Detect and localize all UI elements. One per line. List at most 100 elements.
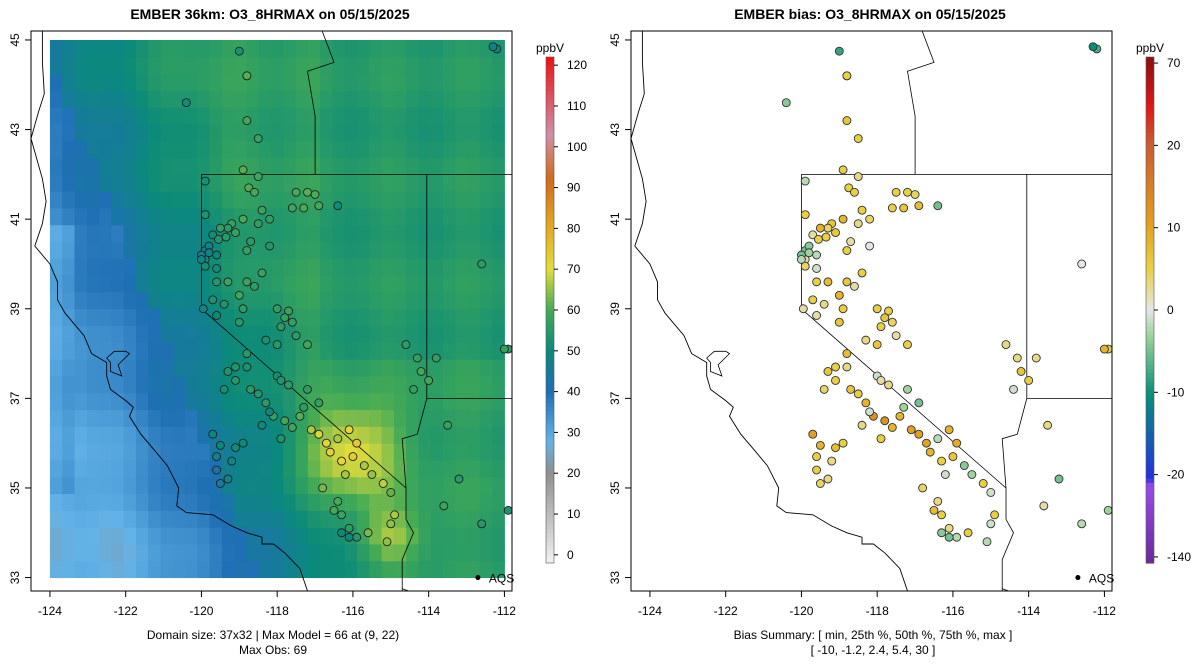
- model-grid-cell: [467, 375, 481, 394]
- bias-colorbar-segment: [1146, 499, 1154, 505]
- model-grid-cell: [430, 107, 444, 125]
- model-grid-cell: [197, 459, 211, 478]
- model-grid-cell: [234, 140, 247, 159]
- model-colorbar-segment: [546, 250, 554, 256]
- model-obs-site: [231, 443, 240, 453]
- model-colorbar-segment: [546, 90, 554, 96]
- model-colorbar-tick-label: 30: [567, 425, 581, 439]
- model-obs-site: [208, 429, 218, 439]
- bias-obs-site: [884, 380, 893, 390]
- model-obs-site: [344, 425, 354, 435]
- model-grid-cell: [307, 73, 321, 91]
- model-grid-cell: [455, 409, 469, 427]
- model-colorbar-segment: [546, 301, 554, 307]
- model-grid-cell: [430, 73, 444, 91]
- model-grid-cell: [62, 39, 75, 58]
- bias-bay-outline: [706, 350, 731, 377]
- bias-colorbar-segment: [1146, 508, 1154, 513]
- model-grid-cell: [111, 224, 125, 243]
- model-grid-cell: [393, 56, 407, 75]
- model-grid-cell: [86, 308, 100, 327]
- model-grid-cell: [86, 459, 100, 478]
- bias-obs-site: [838, 214, 848, 224]
- model-grid-cell: [135, 359, 149, 377]
- model-grid-cell: [172, 375, 186, 394]
- bias-obs-site: [872, 304, 882, 314]
- model-grid-cell: [406, 90, 419, 108]
- model-grid-cell: [271, 90, 284, 108]
- bias-obs-site: [796, 255, 806, 264]
- model-grid-cell: [172, 73, 186, 91]
- model-grid-cell: [369, 409, 383, 427]
- model-grid-cell: [62, 207, 75, 226]
- model-grid-cell: [381, 241, 395, 259]
- bias-obs-site: [812, 452, 822, 462]
- model-obs-site: [280, 416, 290, 426]
- model-grid-cell: [123, 90, 137, 108]
- model-obs-site: [503, 505, 512, 515]
- model-colorbar-segment: [546, 204, 554, 210]
- model-grid-cell: [123, 510, 137, 528]
- model-grid-cell: [406, 291, 419, 310]
- model-obs-site: [215, 440, 225, 450]
- model-colorbar-segment: [546, 225, 554, 231]
- bias-obs-site: [819, 299, 829, 309]
- model-grid-cell: [332, 241, 346, 259]
- model-grid-cell: [246, 359, 260, 377]
- model-colorbar-segment: [546, 73, 554, 79]
- model-colorbar-tick-label: 90: [567, 181, 581, 195]
- model-grid-cell: [455, 39, 469, 58]
- model-grid-cell: [455, 375, 469, 394]
- model-grid-cell: [283, 543, 297, 562]
- model-grid-cell: [320, 510, 333, 528]
- bias-colorbar-segment: [1146, 474, 1154, 480]
- model-grid-cell: [295, 56, 309, 75]
- model-grid-cell: [295, 291, 309, 310]
- model-grid-cell: [99, 224, 112, 243]
- model-obs-site: [337, 510, 347, 520]
- model-grid-cell: [332, 275, 346, 293]
- model-grid-cell: [418, 543, 432, 562]
- bias-colorbar-segment: [1146, 255, 1154, 260]
- model-obs-site: [386, 487, 396, 497]
- bias-obs-site: [819, 384, 829, 394]
- model-grid-cell: [467, 123, 481, 142]
- bias-obs-site: [1099, 344, 1109, 354]
- bias-colorbar-segment: [1146, 495, 1154, 501]
- model-grid-cell: [393, 375, 407, 394]
- model-grid-cell: [197, 39, 211, 58]
- model-grid-cell: [443, 90, 456, 108]
- bias-obs-site: [857, 268, 867, 278]
- model-colorbar-segment: [546, 259, 554, 265]
- model-grid-cell: [455, 560, 469, 579]
- model-grid-cell: [467, 543, 481, 562]
- model-grid-cell: [246, 560, 260, 579]
- model-plot-area: [31, 31, 512, 591]
- model-grid-cell: [320, 543, 333, 562]
- model-colorbar-segment: [546, 487, 554, 492]
- model-grid-cell: [197, 359, 211, 377]
- model-grid-cell: [74, 291, 88, 310]
- model-grid-cell: [148, 527, 161, 545]
- model-grid-cell: [430, 191, 444, 209]
- model-grid-cell: [332, 392, 346, 411]
- bias-obs-site: [880, 416, 890, 426]
- model-colorbar-segment: [546, 288, 554, 294]
- model-grid-cell: [467, 510, 481, 528]
- model-grid-cell: [357, 543, 370, 562]
- bias-colorbar-segment: [1146, 225, 1154, 231]
- model-grid-cell: [479, 275, 493, 293]
- model-grid-cell: [393, 409, 407, 427]
- model-grid-cell: [418, 476, 432, 495]
- model-colorbar-segment: [546, 280, 554, 286]
- model-obs-site: [325, 447, 335, 457]
- model-grid-cell: [492, 375, 505, 394]
- model-obs-site: [284, 306, 293, 316]
- model-grid-cell: [62, 443, 75, 461]
- model-grid-cell: [479, 123, 493, 142]
- model-grid-cell: [234, 543, 247, 562]
- bias-obs-site: [1054, 474, 1064, 484]
- bias-obs-site: [1077, 259, 1087, 269]
- model-grid-cell: [271, 527, 284, 545]
- model-grid-cell: [111, 560, 125, 579]
